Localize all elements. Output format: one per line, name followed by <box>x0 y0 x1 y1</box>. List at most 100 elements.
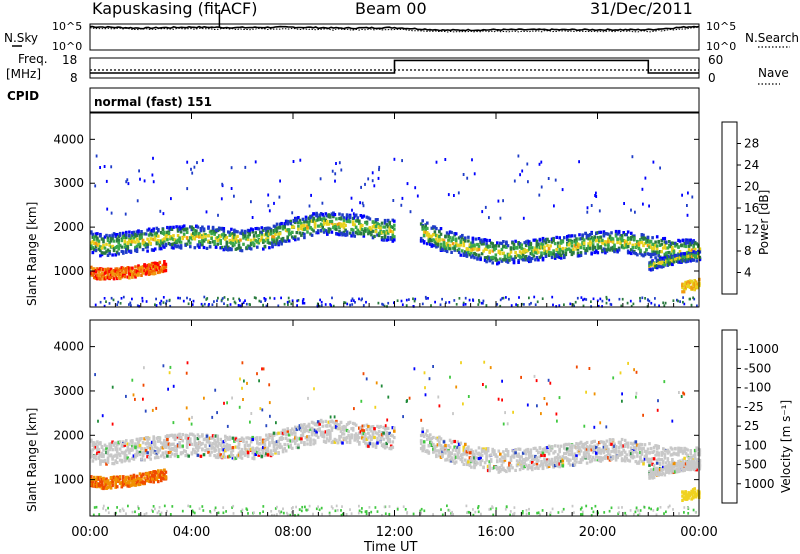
range-gate-cell <box>287 228 291 232</box>
range-gate-cell <box>327 439 331 443</box>
range-gate-cell <box>677 238 680 242</box>
range-gate-cell <box>435 454 438 459</box>
range-gate-cell <box>330 420 334 424</box>
range-gate-cell <box>617 445 621 449</box>
range-gate-cell <box>683 242 686 246</box>
range-gate-cell <box>499 252 502 256</box>
range-gate-cell <box>163 477 166 481</box>
range-gate-cell <box>576 242 580 246</box>
range-gate-cell <box>312 217 315 221</box>
sparse-scatter-cell <box>359 201 361 205</box>
range-gate-cell <box>126 475 130 479</box>
range-gate-cell <box>439 246 443 250</box>
range-gate-cell <box>230 241 233 245</box>
ground-scatter-cell <box>377 301 380 305</box>
range-gate-cell <box>570 240 574 245</box>
range-gate-cell <box>426 226 429 230</box>
ground-scatter-cell <box>318 305 321 308</box>
range-gate-cell <box>94 274 98 278</box>
sparse-scatter-cell <box>136 199 139 203</box>
range-gate-cell <box>535 256 539 260</box>
range-gate-cell <box>646 239 650 243</box>
range-gate-cell <box>579 237 583 241</box>
range-gate-cell <box>271 235 274 239</box>
range-gate-cell <box>607 451 610 455</box>
range-gate-cell <box>599 237 603 241</box>
range-gate-cell <box>96 475 99 479</box>
range-gate-cell <box>140 273 143 277</box>
range-gate-cell <box>569 463 572 467</box>
range-gate-cell <box>122 235 125 240</box>
range-gate-cell <box>593 237 596 241</box>
range-gate-cell <box>614 458 618 462</box>
range-gate-cell <box>140 446 143 451</box>
range-gate-cell <box>252 237 256 241</box>
range-gate-cell <box>211 434 215 438</box>
range-gate-cell <box>338 225 341 229</box>
range-gate-cell <box>149 266 152 270</box>
range-gate-cell <box>134 453 137 457</box>
range-gate-cell <box>338 434 341 439</box>
range-gate-cell <box>595 453 598 458</box>
range-gate-cell <box>438 230 441 234</box>
range-gate-cell <box>175 446 178 450</box>
range-gate-cell <box>312 229 315 233</box>
ground-scatter-cell <box>629 299 632 303</box>
range-gate-cell <box>563 456 566 460</box>
range-gate-cell <box>467 239 470 243</box>
range-gate-cell <box>419 433 423 438</box>
range-gate-cell <box>118 475 122 479</box>
range-gate-cell <box>120 249 124 254</box>
range-gate-cell <box>332 225 335 230</box>
range-gate-cell <box>103 277 107 281</box>
range-gate-cell <box>517 241 520 245</box>
range-gate-cell <box>503 456 507 460</box>
range-gate-cell <box>146 242 149 247</box>
range-gate-cell <box>610 449 613 454</box>
range-gate-cell <box>448 247 452 251</box>
range-gate-cell <box>237 239 241 243</box>
range-gate-cell <box>459 458 463 462</box>
range-gate-cell <box>263 453 267 458</box>
range-gate-cell <box>476 456 479 460</box>
range-gate-cell <box>572 455 575 459</box>
ground-scatter-cell <box>269 296 271 300</box>
range-gate-cell <box>131 456 134 460</box>
sparse-scatter-cell <box>499 216 502 220</box>
range-gate-cell <box>227 448 230 452</box>
range-gate-cell <box>514 239 517 243</box>
range-gate-cell <box>102 251 105 255</box>
ground-scatter-cell <box>290 302 293 306</box>
range-gate-cell <box>578 447 581 451</box>
ground-scatter-cell <box>138 305 141 308</box>
range-gate-cell <box>640 241 644 245</box>
range-gate-cell <box>157 270 160 275</box>
range-gate-cell <box>295 427 299 431</box>
range-gate-cell <box>315 231 318 235</box>
range-gate-cell <box>150 440 154 444</box>
range-gate-cell <box>208 443 212 448</box>
range-gate-cell <box>611 240 615 244</box>
range-gate-cell <box>649 268 653 272</box>
range-gate-cell <box>544 254 548 258</box>
sparse-scatter-cell <box>334 172 337 176</box>
range-gate-cell <box>106 269 110 273</box>
range-gate-cell <box>204 233 207 237</box>
range-gate-cell <box>685 281 689 285</box>
range-gate-cell <box>214 455 218 459</box>
range-gate-cell <box>230 227 233 231</box>
range-gate-cell <box>424 230 427 234</box>
range-gate-cell <box>224 445 227 449</box>
range-gate-cell <box>140 478 143 482</box>
range-gate-cell <box>163 438 166 443</box>
range-gate-cell <box>687 285 690 289</box>
range-gate-cell <box>164 443 168 447</box>
range-gate-cell <box>432 238 435 242</box>
range-gate-cell <box>655 266 659 270</box>
range-gate-cell <box>150 477 154 481</box>
range-gate-cell <box>544 239 548 243</box>
range-gate-cell <box>541 239 545 243</box>
range-gate-cell <box>164 435 168 439</box>
range-gate-cell <box>117 241 120 245</box>
ground-scatter-cell <box>582 298 584 302</box>
